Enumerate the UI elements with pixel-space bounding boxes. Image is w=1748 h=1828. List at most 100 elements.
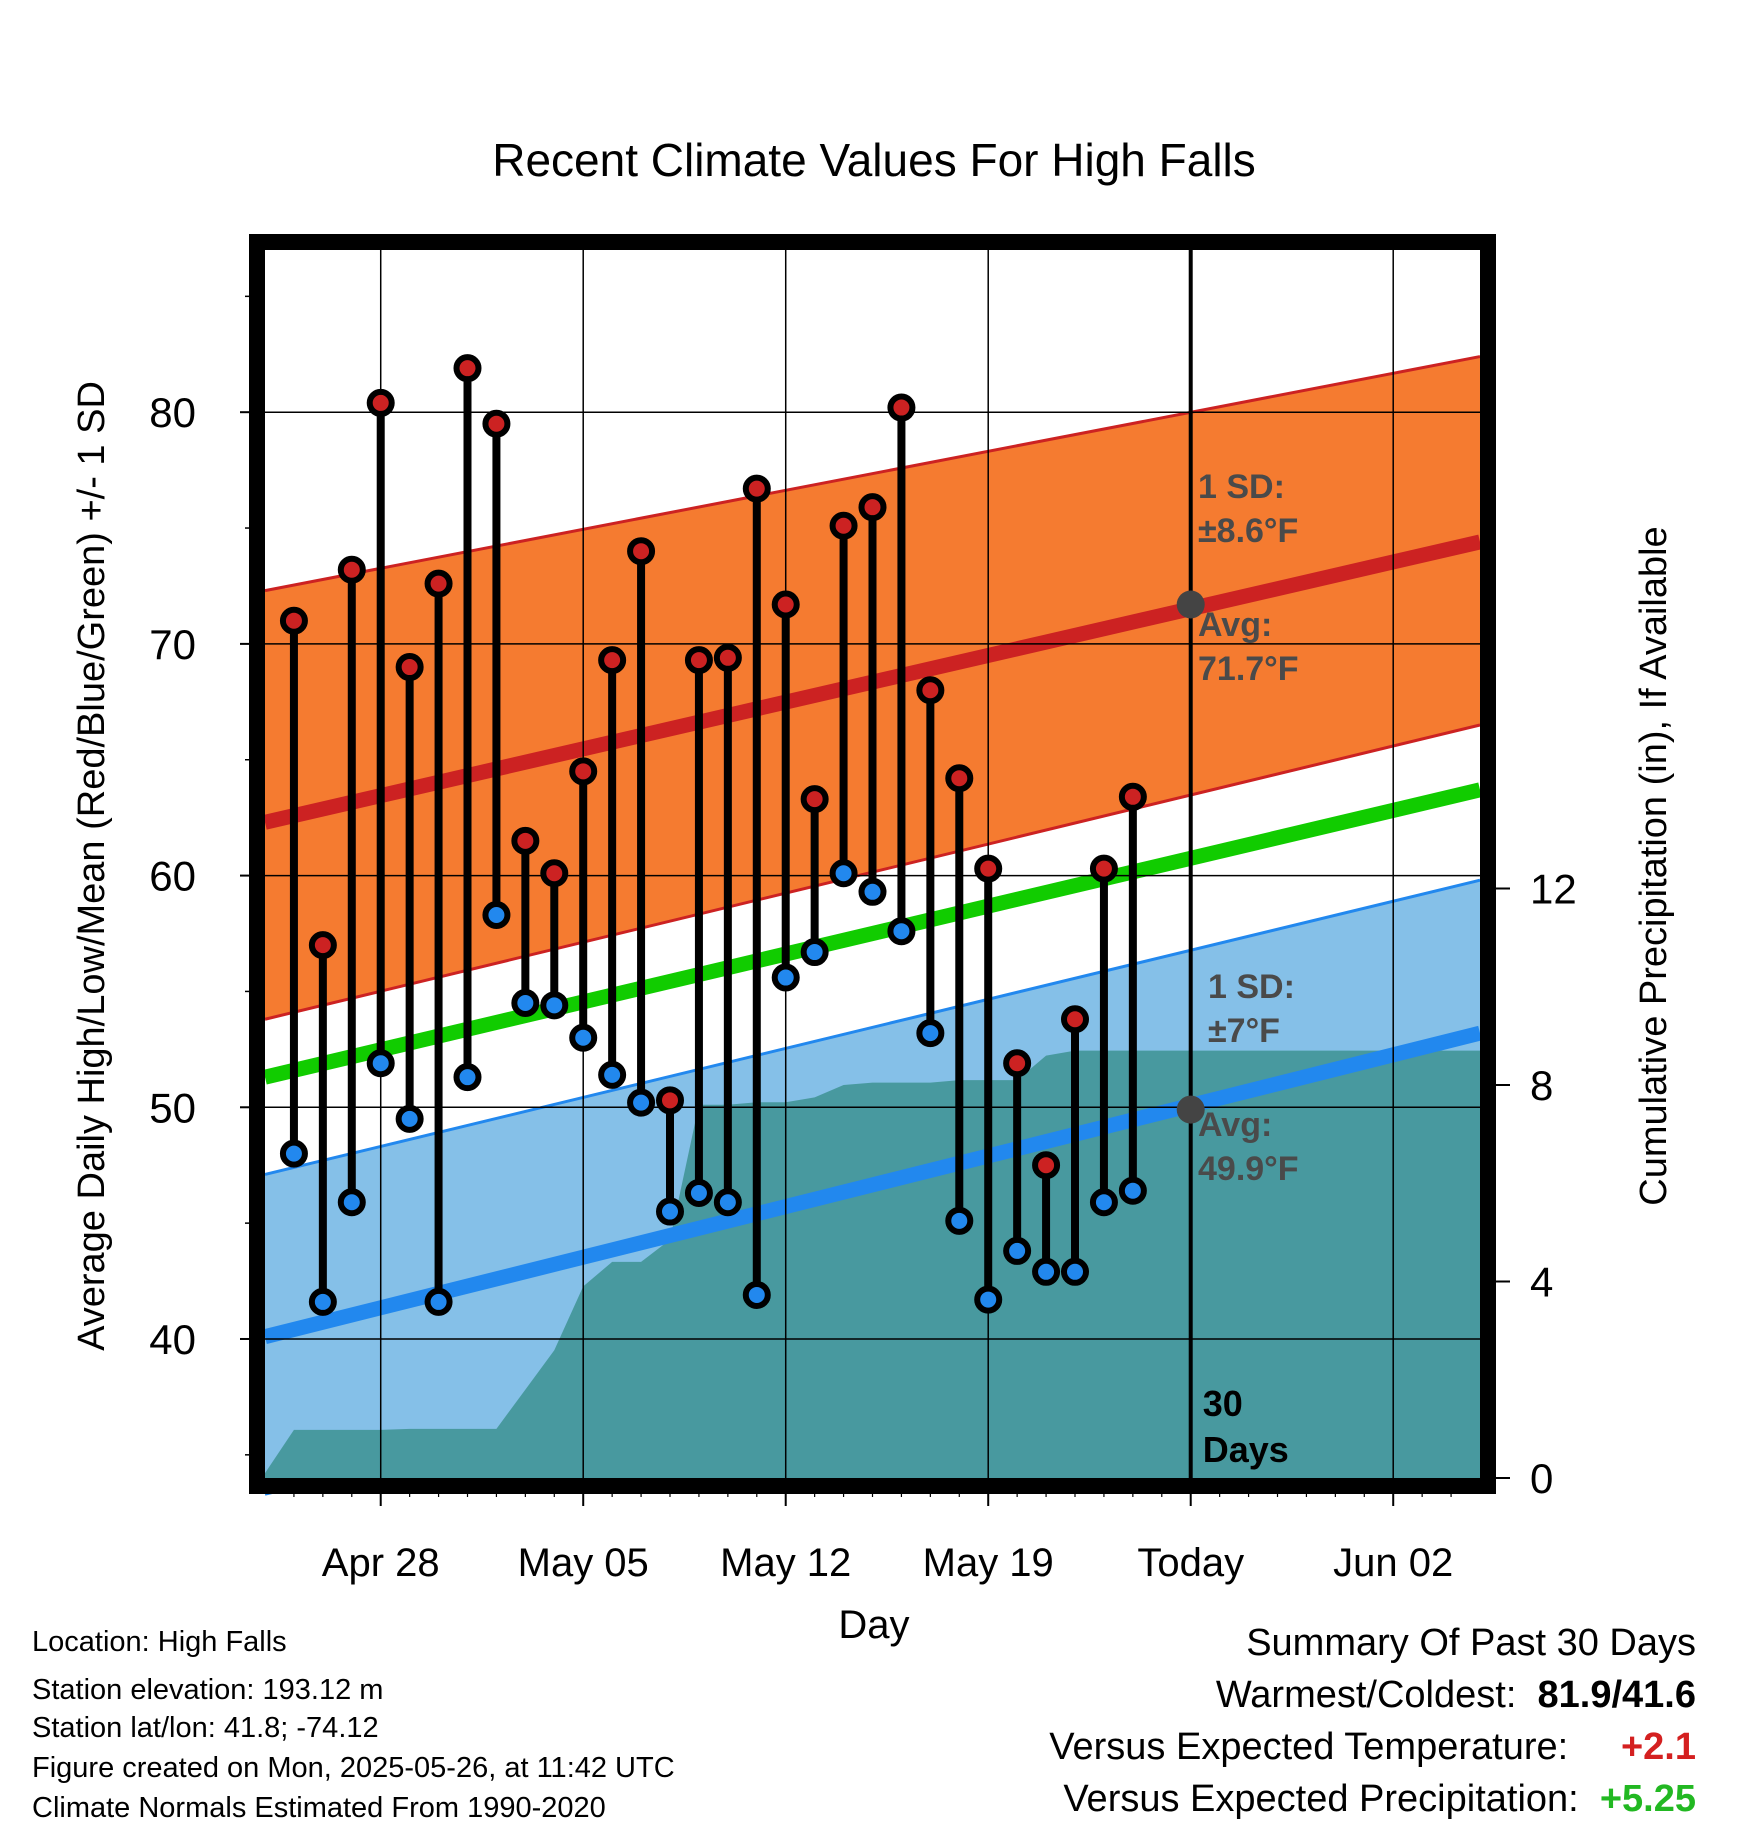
- y-axis-label: Average Daily High/Low/Mean (Red/Blue/Gr…: [71, 381, 113, 1351]
- low-point: [366, 1049, 395, 1078]
- low-point: [1032, 1257, 1061, 1286]
- low-point: [945, 1206, 974, 1235]
- high-point: [713, 643, 742, 672]
- chart-title: Recent Climate Values For High Falls: [492, 134, 1256, 186]
- low-point: [800, 938, 829, 967]
- low-point: [395, 1104, 424, 1133]
- frame-border: [249, 234, 1496, 1494]
- low-point: [887, 917, 916, 946]
- high-point: [627, 537, 656, 566]
- precip-label: Versus Expected Precipitation:: [1063, 1778, 1579, 1820]
- high-point: [511, 826, 540, 855]
- low-avg-value: 49.9°F: [1198, 1150, 1299, 1188]
- x-tick-label: May 05: [518, 1541, 649, 1585]
- high-point: [540, 859, 569, 888]
- station-latlon: Station lat/lon: 41.8; -74.12: [32, 1712, 379, 1744]
- summary-warm-cold: Warmest/Coldest: 81.9/41.6: [1216, 1674, 1696, 1717]
- summary-precipitation: Versus Expected Precipitation: +5.25: [1063, 1778, 1696, 1821]
- high-point: [308, 931, 337, 960]
- high-point: [656, 1086, 684, 1115]
- low-point: [742, 1280, 771, 1309]
- low-point: [279, 1139, 308, 1168]
- low-point: [511, 989, 540, 1018]
- warm-cold-value: 81.9/41.6: [1537, 1674, 1696, 1716]
- summary-title: Summary Of Past 30 Days: [1246, 1622, 1696, 1664]
- high-avg-marker: [1176, 590, 1205, 619]
- low-avg-marker: [1176, 1095, 1205, 1124]
- high-sd-value: ±8.6°F: [1198, 512, 1298, 550]
- low-point: [1118, 1176, 1147, 1205]
- high-point: [858, 493, 887, 522]
- y-tick-label: 40: [149, 1316, 196, 1363]
- y-tick-label: 60: [149, 853, 196, 900]
- today-days-word: Days: [1203, 1429, 1289, 1470]
- daily-bars: [279, 354, 1147, 1316]
- high-point: [800, 785, 829, 814]
- x-tick-label: Apr 28: [322, 1541, 440, 1585]
- today-marker: 30 Days: [1188, 250, 1289, 1478]
- y-tick-label: 80: [149, 389, 196, 436]
- high-point: [453, 354, 482, 383]
- low-point: [308, 1287, 337, 1316]
- low-point: [540, 991, 569, 1020]
- high-sd-label: 1 SD:: [1198, 468, 1285, 506]
- climate-normals-period: Climate Normals Estimated From 1990-2020: [32, 1792, 606, 1824]
- summary-temperature: Versus Expected Temperature: +2.1: [1049, 1726, 1696, 1769]
- high-point: [1032, 1151, 1061, 1180]
- high-point: [829, 511, 858, 540]
- x-tick-label: Jun 02: [1333, 1541, 1453, 1585]
- station-location: Location: High Falls: [32, 1626, 287, 1658]
- y-tick-label: 50: [149, 1084, 196, 1131]
- low-point: [482, 900, 511, 929]
- y-tick-label: 70: [149, 621, 196, 668]
- high-point: [684, 646, 713, 675]
- low-normal-line: [263, 1025, 1482, 1344]
- low-point: [627, 1088, 656, 1117]
- high-point: [945, 764, 974, 793]
- low-point: [337, 1188, 366, 1217]
- high-point: [569, 757, 598, 786]
- y2-tick-label: 4: [1530, 1259, 1553, 1306]
- high-point: [887, 393, 916, 422]
- precip-value: +5.25: [1599, 1778, 1696, 1820]
- x-tick-label: May 12: [720, 1541, 851, 1585]
- low-point: [656, 1197, 684, 1226]
- low-sd-label: 1 SD:: [1208, 968, 1295, 1006]
- low-point: [771, 963, 800, 992]
- low-sd-value: ±7°F: [1208, 1012, 1280, 1050]
- figure-created: Figure created on Mon, 2025-05-26, at 11…: [32, 1752, 675, 1784]
- low-point: [1003, 1236, 1032, 1265]
- high-point: [771, 590, 800, 619]
- high-point: [598, 646, 627, 675]
- high-point: [1003, 1049, 1032, 1078]
- low-point: [1061, 1257, 1089, 1286]
- plot-area: 30 Days 1 SD: ±8.6°F Avg: 71.7°F 1 SD: ±7°F Avg…: [263, 250, 1482, 1496]
- low-point: [916, 1019, 945, 1048]
- high-point: [279, 606, 308, 635]
- high-point: [337, 555, 366, 584]
- x-tick-label: May 19: [923, 1541, 1054, 1585]
- low-point: [713, 1188, 742, 1217]
- warm-cold-label: Warmest/Coldest:: [1215, 1674, 1517, 1716]
- low-avg-label: Avg:: [1198, 1106, 1272, 1144]
- high-avg-value: 71.7°F: [1198, 650, 1299, 688]
- y2-tick-label: 12: [1530, 866, 1577, 913]
- station-elevation: Station elevation: 193.12 m: [32, 1674, 384, 1706]
- annotations: 1 SD: ±8.6°F Avg: 71.7°F 1 SD: ±7°F Avg: 49.9°F: [1176, 468, 1299, 1188]
- high-avg-label: Avg:: [1198, 606, 1272, 644]
- low-point: [598, 1060, 627, 1089]
- precip-area: [265, 1050, 1480, 1478]
- low-point: [974, 1285, 1003, 1314]
- high-point: [742, 474, 771, 503]
- precipitation-layer: [265, 1050, 1480, 1478]
- low-point: [424, 1287, 453, 1316]
- low-point: [684, 1179, 713, 1208]
- low-point: [858, 877, 887, 906]
- y2-tick-label: 8: [1530, 1062, 1553, 1109]
- high-point: [1089, 854, 1118, 883]
- high-point: [482, 409, 511, 438]
- x-axis-label: Day: [838, 1603, 909, 1647]
- high-point: [1118, 782, 1147, 811]
- temp-label: Versus Expected Temperature:: [1049, 1726, 1569, 1768]
